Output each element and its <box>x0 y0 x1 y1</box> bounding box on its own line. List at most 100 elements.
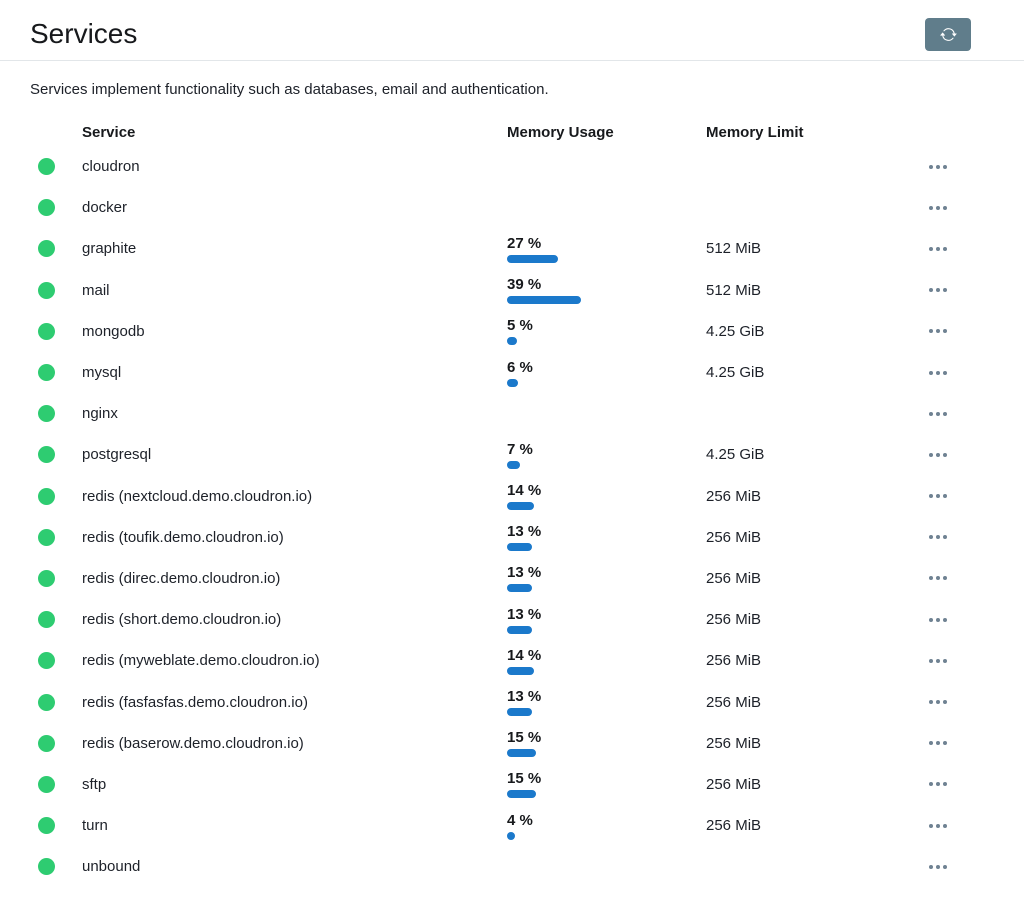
status-cell <box>30 858 82 876</box>
status-cell <box>30 364 82 382</box>
actions-cell <box>878 613 994 627</box>
memory-usage-bar-fill <box>507 831 515 840</box>
memory-usage-cell-wrap: 13 % <box>507 606 706 634</box>
table-row: redis (short.demo.cloudron.io) 13 % 256 … <box>0 599 1024 640</box>
memory-usage-cell: 4 % <box>507 812 706 840</box>
actions-cell <box>878 160 994 174</box>
memory-usage-cell: 13 % <box>507 523 706 552</box>
row-menu-button[interactable] <box>928 613 948 627</box>
memory-limit: 256 MiB <box>706 693 762 711</box>
memory-limit: 256 MiB <box>706 528 762 546</box>
memory-usage-cell: 14 % <box>507 647 706 675</box>
status-cell <box>30 693 82 711</box>
memory-usage-label: 13 % <box>507 688 542 706</box>
status-cell <box>30 817 82 835</box>
service-name-cell: redis (short.demo.cloudron.io) <box>82 611 507 628</box>
row-menu-button[interactable] <box>928 654 948 668</box>
table-row: mysql 6 % 4.25 GiB <box>0 352 1024 393</box>
row-menu-button[interactable] <box>928 695 948 709</box>
actions-cell <box>878 530 994 544</box>
row-menu-button[interactable] <box>928 160 948 174</box>
status-cell <box>30 611 82 629</box>
memory-usage-cell-wrap: 13 % <box>507 688 706 717</box>
table-row: graphite 27 % 512 MiB <box>0 228 1024 269</box>
row-menu-button[interactable] <box>928 777 948 791</box>
memory-limit-cell: 512 MiB <box>706 240 878 257</box>
actions-cell <box>878 366 994 380</box>
row-menu-button[interactable] <box>928 242 948 256</box>
memory-usage-bar-fill <box>507 584 532 593</box>
memory-limit-cell: 4.25 GiB <box>706 364 878 381</box>
column-header-service: Service <box>82 123 136 141</box>
memory-usage-bar-fill <box>507 254 559 263</box>
row-menu-button[interactable] <box>928 736 948 750</box>
status-running-dot <box>38 240 55 258</box>
memory-usage-cell: 13 % <box>507 606 706 634</box>
memory-usage-cell: 15 % <box>507 770 706 799</box>
table-row: sftp 15 % 256 MiB <box>0 764 1024 805</box>
memory-limit-cell: 256 MiB <box>706 735 878 752</box>
status-running-dot <box>38 322 55 340</box>
memory-usage-bar-track <box>507 460 697 469</box>
memory-usage-bar-fill <box>507 708 532 717</box>
memory-usage-label: 13 % <box>507 605 542 623</box>
actions-cell <box>878 407 994 421</box>
table-row: nginx <box>0 393 1024 434</box>
memory-limit: 4.25 GiB <box>706 322 765 340</box>
service-name-cell: cloudron <box>82 158 507 175</box>
status-running-dot <box>38 734 55 752</box>
row-menu-button[interactable] <box>928 571 948 585</box>
table-row: turn 4 % 256 MiB <box>0 805 1024 846</box>
service-name: redis (nextcloud.demo.cloudron.io) <box>82 487 313 505</box>
memory-limit-cell: 512 MiB <box>706 282 878 299</box>
status-running-dot <box>38 364 55 382</box>
memory-usage-label: 15 % <box>507 729 542 747</box>
status-running-dot <box>38 693 55 711</box>
actions-cell <box>878 654 994 668</box>
row-menu-button[interactable] <box>928 407 948 421</box>
memory-usage-label: 39 % <box>507 276 542 294</box>
actions-cell <box>878 736 994 750</box>
row-menu-button[interactable] <box>928 448 948 462</box>
service-name-cell: graphite <box>82 240 507 257</box>
status-running-dot <box>38 528 55 546</box>
row-menu-button[interactable] <box>928 489 948 503</box>
service-name-cell: redis (myweblate.demo.cloudron.io) <box>82 652 507 669</box>
memory-usage-cell: 7 % <box>507 441 706 469</box>
row-menu-button[interactable] <box>928 324 948 338</box>
refresh-icon <box>939 26 957 43</box>
row-menu-button[interactable] <box>928 366 948 380</box>
service-name: mongodb <box>82 322 145 340</box>
actions-cell <box>878 819 994 833</box>
status-running-dot <box>38 199 55 217</box>
memory-limit-cell: 256 MiB <box>706 529 878 546</box>
ellipsis-icon <box>929 370 947 375</box>
status-cell <box>30 322 82 340</box>
memory-limit-cell: 256 MiB <box>706 776 878 793</box>
actions-cell <box>878 448 994 462</box>
memory-usage-bar-track <box>507 296 697 305</box>
row-menu-button[interactable] <box>928 819 948 833</box>
refresh-button[interactable] <box>925 17 971 51</box>
memory-usage-cell-wrap: 13 % <box>507 564 706 593</box>
service-name-cell: redis (fasfasfas.demo.cloudron.io) <box>82 694 507 711</box>
memory-usage-bar-track <box>507 790 697 799</box>
memory-usage-cell: 13 % <box>507 564 706 593</box>
actions-cell <box>878 242 994 256</box>
services-table-body: cloudron docker <box>0 146 1024 887</box>
table-row: redis (fasfasfas.demo.cloudron.io) 13 % … <box>0 681 1024 722</box>
status-cell <box>30 652 82 670</box>
ellipsis-icon <box>929 164 947 169</box>
row-menu-button[interactable] <box>928 201 948 215</box>
memory-usage-bar-fill <box>507 749 536 758</box>
memory-usage-cell: 13 % <box>507 688 706 717</box>
service-name-cell: redis (direc.demo.cloudron.io) <box>82 570 507 587</box>
memory-usage-bar-track <box>507 337 697 346</box>
service-name: cloudron <box>82 158 140 176</box>
service-name-cell: redis (toufik.demo.cloudron.io) <box>82 529 507 546</box>
row-menu-button[interactable] <box>928 860 948 874</box>
service-name: redis (baserow.demo.cloudron.io) <box>82 734 304 752</box>
row-menu-button[interactable] <box>928 283 948 297</box>
row-menu-button[interactable] <box>928 530 948 544</box>
status-cell <box>30 158 82 176</box>
